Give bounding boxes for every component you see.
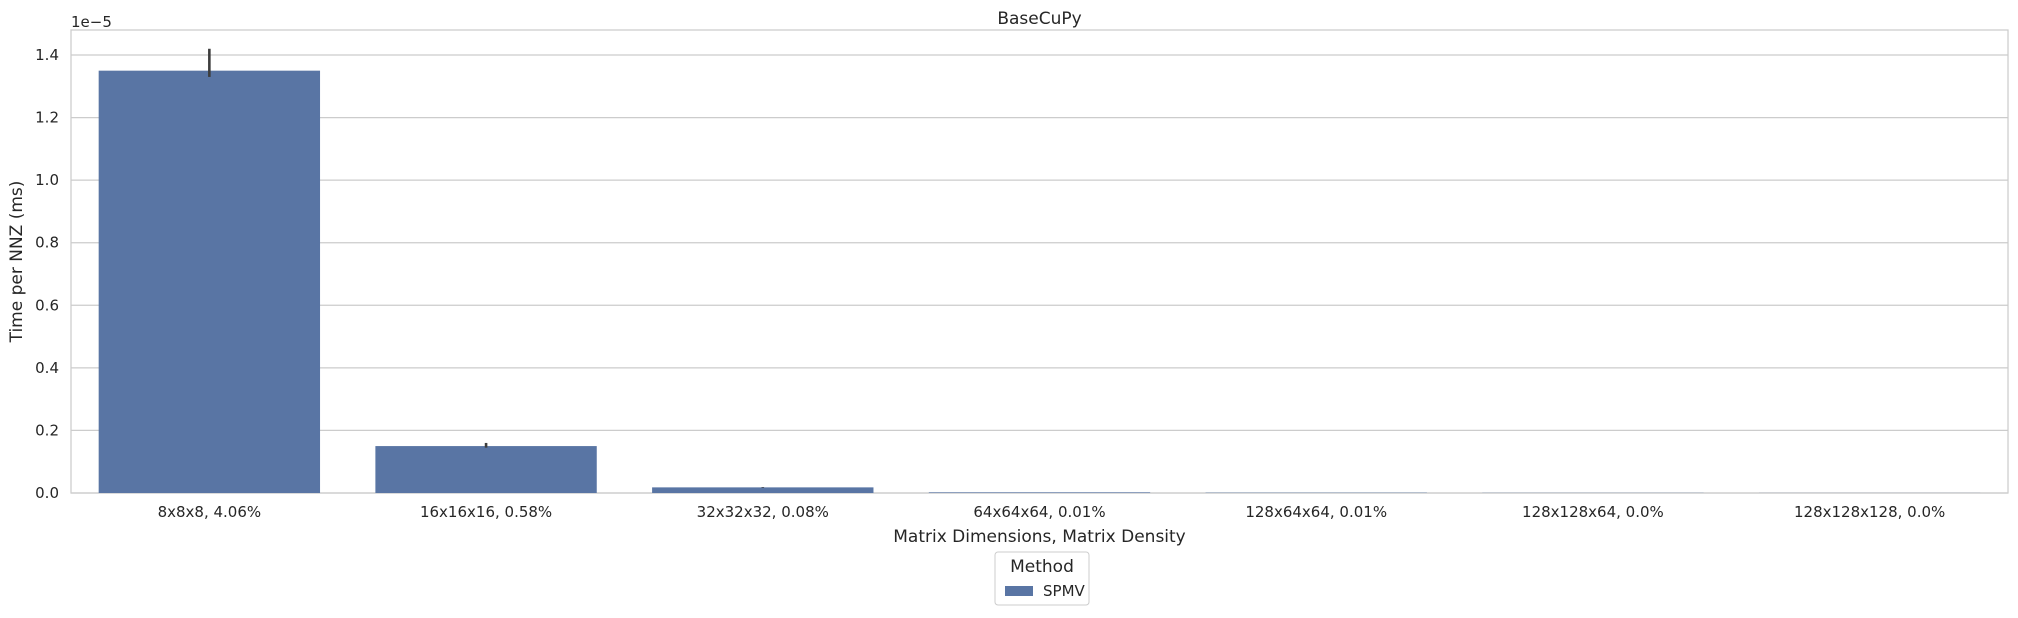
y-tick-label: 0.0: [35, 484, 59, 502]
x-axis-label: Matrix Dimensions, Matrix Density: [893, 527, 1186, 547]
x-tick-label: 128x64x64, 0.01%: [1245, 503, 1387, 521]
y-tick-label: 0.8: [35, 234, 59, 252]
y-axis-offset-label: 1e−5: [71, 13, 112, 31]
y-axis-label: Time per NNZ (ms): [7, 181, 27, 344]
y-tick-label: 1.2: [35, 109, 59, 127]
y-tick-label: 0.2: [35, 421, 59, 439]
y-tick-label: 1.4: [35, 46, 59, 64]
legend: Method SPMV: [995, 552, 1089, 605]
bar: [99, 71, 320, 493]
y-tick-label: 1.0: [35, 171, 59, 189]
legend-title: Method: [1010, 557, 1074, 577]
bar: [929, 492, 1150, 493]
bar: [375, 446, 596, 493]
x-tick-labels: 8x8x8, 4.06% 16x16x16, 0.58% 32x32x32, 0.0…: [158, 503, 1946, 521]
plot-area: [71, 30, 2008, 493]
y-tick-label: 0.6: [35, 296, 59, 314]
bar: [652, 487, 873, 493]
x-tick-label: 32x32x32, 0.08%: [697, 503, 829, 521]
x-tick-label: 8x8x8, 4.06%: [158, 503, 262, 521]
y-tick-label: 0.4: [35, 359, 59, 377]
grid-lines: [71, 55, 2008, 493]
legend-label-spmv: SPMV: [1043, 582, 1086, 600]
x-tick-label: 64x64x64, 0.01%: [973, 503, 1105, 521]
x-tick-label: 16x16x16, 0.58%: [420, 503, 552, 521]
y-tick-labels: 0.0 0.2 0.4 0.6 0.8 1.0 1.2 1.4: [35, 46, 59, 502]
bars: [99, 71, 1981, 493]
x-tick-label: 128x128x64, 0.0%: [1522, 503, 1664, 521]
chart-title: BaseCuPy: [997, 9, 1081, 29]
x-tick-label: 128x128x128, 0.0%: [1794, 503, 1945, 521]
legend-swatch-spmv: [1005, 586, 1033, 596]
